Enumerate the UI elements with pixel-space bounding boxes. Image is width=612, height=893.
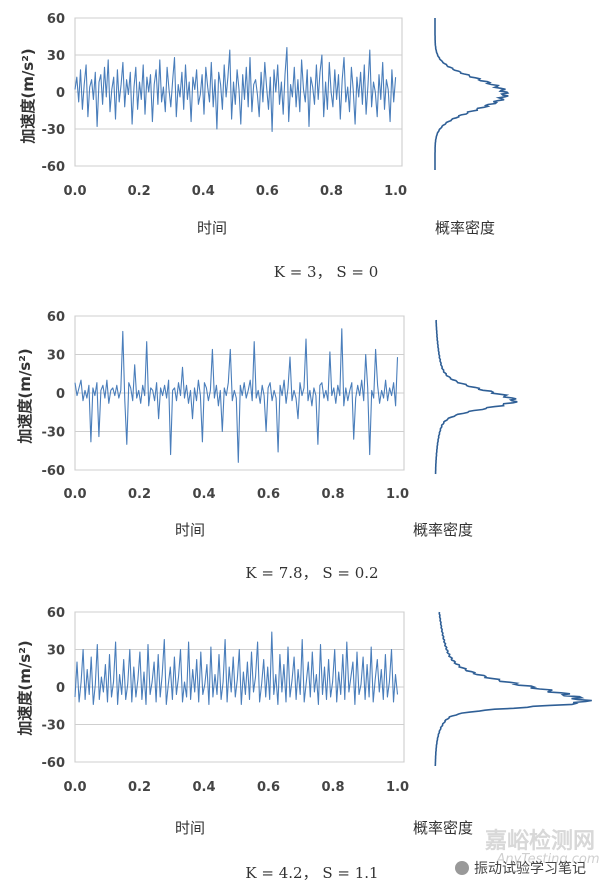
x-tick-label: 1.0 [384,184,407,199]
y-tick-label: 0 [56,681,65,696]
pdf-label: 概率密度 [413,819,473,837]
x-tick-label: 0.6 [256,184,279,199]
y-tick-label: -60 [42,160,66,175]
watermark-site-name: 嘉峪检测网 [485,828,595,854]
wechat-icon [455,861,469,875]
x-tick-label: 1.0 [386,780,409,795]
x-tick-label: 0.2 [128,487,151,502]
y-axis-label: 加速度(m/s²) [16,348,34,444]
y-tick-label: 30 [47,349,65,364]
ks-caption: K = 3， S = 0 [274,263,379,281]
series-line [74,328,399,463]
x-tick-label: 0.0 [63,487,86,502]
x-tick-label: 0.6 [257,487,280,502]
x-tick-label: 0.6 [257,780,280,795]
x-axis-label: 时间 [175,819,205,837]
x-axis-label: 时间 [175,521,205,539]
y-tick-label: -30 [42,719,66,734]
x-tick-label: 0.0 [63,184,86,199]
pdf-curve [434,319,518,475]
x-tick-label: 1.0 [386,487,409,502]
pdf-label: 概率密度 [435,219,495,237]
chart-area-3: 60 30 0 -30 -60 0.0 0.2 0.4 0.6 0.8 1.0 [42,606,592,795]
watermark-badge: 振动试验学习笔记 [474,861,586,877]
chart-area-2: 60 30 0 -30 -60 0.0 0.2 0.4 0.6 0.8 1.0 [42,310,518,502]
y-tick-label: -30 [42,426,66,441]
series-line [74,47,397,133]
x-axis-label: 时间 [197,219,227,237]
y-tick-label: 30 [47,49,65,64]
y-tick-label: 0 [56,387,65,402]
x-tick-label: 0.4 [192,184,215,199]
chart-area-1: 60 30 0 -30 -60 0.0 0.2 0.4 0.6 0.8 1.0 [42,12,510,199]
x-tick-label: 0.2 [128,184,151,199]
x-tick-label: 0.8 [320,184,343,199]
x-tick-label: 0.0 [63,780,86,795]
x-tick-label: 0.8 [322,780,345,795]
y-axis-label: 加速度(m/s²) [16,640,34,736]
series-line [74,631,399,706]
x-tick-label: 0.2 [128,780,151,795]
y-axis-label: 加速度(m/s²) [19,48,37,144]
ks-caption: K = 7.8， S = 0.2 [245,564,378,582]
x-tick-label: 0.4 [193,487,216,502]
y-tick-label: 60 [47,606,65,621]
y-tick-label: -30 [42,123,66,138]
pdf-curve [434,18,510,170]
y-tick-label: 60 [47,310,65,325]
y-tick-label: 0 [56,86,65,101]
pdf-label: 概率密度 [413,521,473,539]
y-tick-label: -60 [42,464,66,479]
y-tick-label: -60 [42,756,66,771]
pdf-curve [434,611,592,766]
watermark-site-url: AnyTesting.com [495,852,599,867]
y-tick-label: 30 [47,644,65,659]
x-tick-label: 0.8 [322,487,345,502]
x-tick-label: 0.4 [193,780,216,795]
ks-caption: K = 4.2， S = 1.1 [245,864,378,882]
y-tick-label: 60 [47,12,65,27]
